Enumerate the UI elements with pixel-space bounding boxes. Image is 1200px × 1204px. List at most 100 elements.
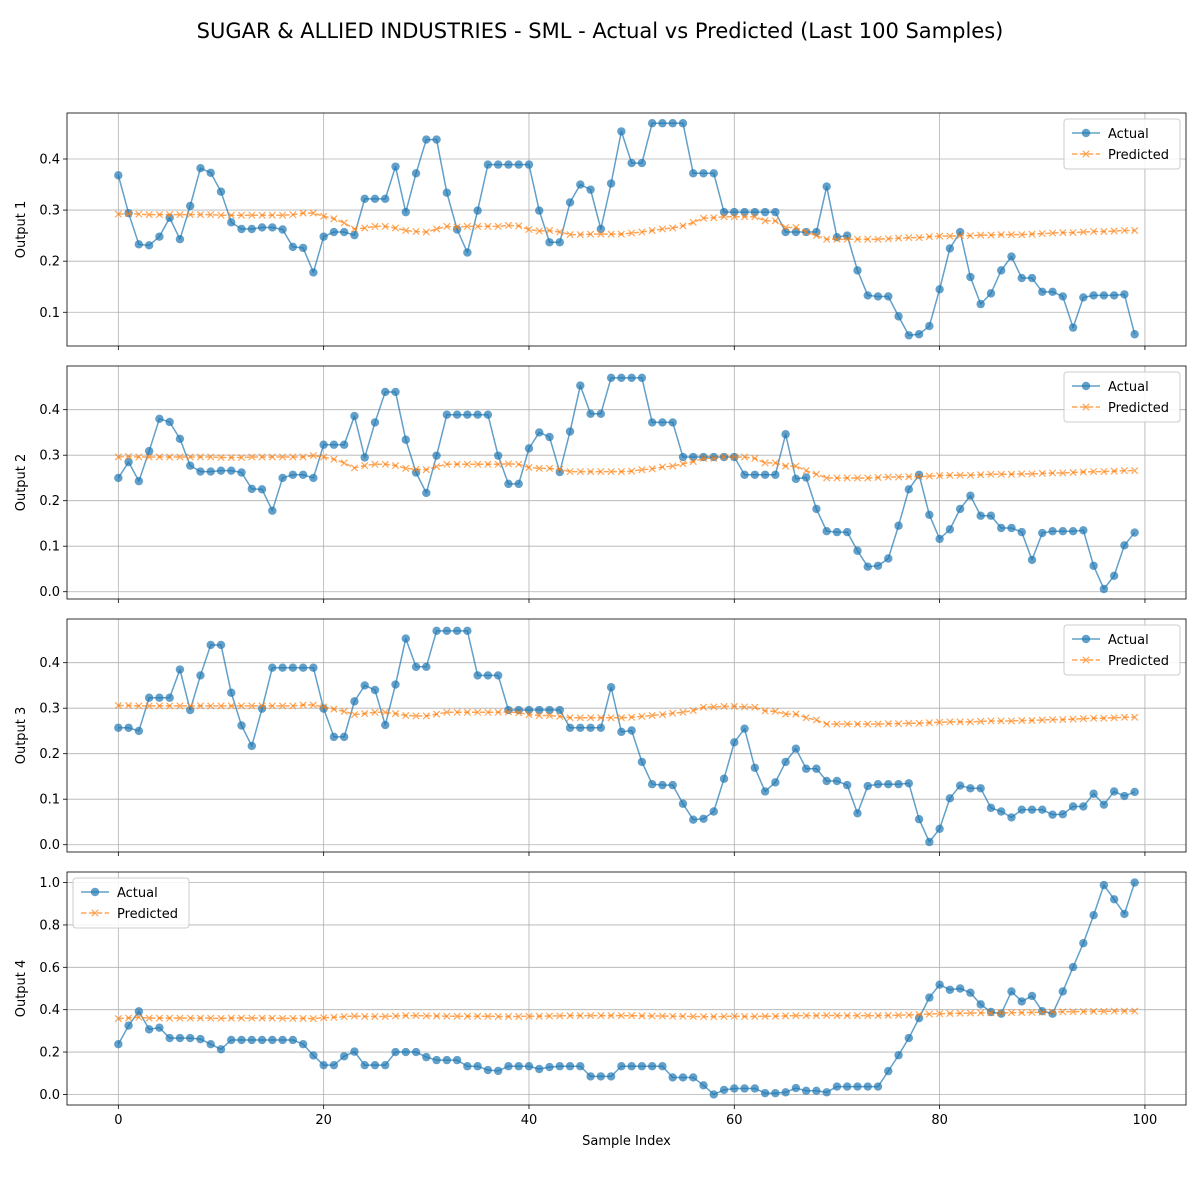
actual-point xyxy=(586,409,595,418)
predicted-point xyxy=(1079,715,1087,723)
predicted-point xyxy=(402,464,410,473)
actual-point xyxy=(319,232,328,241)
actual-point xyxy=(976,511,985,520)
actual-point xyxy=(504,705,513,715)
predicted-point xyxy=(812,232,821,240)
legend-box xyxy=(1063,624,1181,676)
predicted-point xyxy=(853,1011,862,1020)
predicted-point xyxy=(207,702,215,710)
predicted-point xyxy=(237,453,246,462)
y-tick-label: 0.2 xyxy=(39,747,60,762)
actual-point xyxy=(504,160,513,169)
predicted-point xyxy=(1110,467,1118,475)
predicted-point xyxy=(628,713,636,721)
actual-point xyxy=(432,135,441,144)
predicted-point xyxy=(658,1012,667,1020)
actual-point xyxy=(637,158,647,168)
predicted-point xyxy=(155,1014,164,1022)
actual-point xyxy=(986,511,996,520)
predicted-point xyxy=(114,210,122,218)
predicted-point xyxy=(566,714,574,722)
predicted-point xyxy=(278,702,287,710)
predicted-point xyxy=(699,454,708,463)
predicted-point xyxy=(556,712,564,721)
predicted-point xyxy=(196,1014,205,1022)
actual-point xyxy=(586,723,595,732)
predicted-point xyxy=(617,467,625,476)
predicted-point xyxy=(278,1014,287,1022)
predicted-point xyxy=(802,467,810,475)
actual-point xyxy=(976,299,985,309)
actual-point xyxy=(206,640,215,650)
predicted-point xyxy=(576,1011,584,1020)
predicted-point xyxy=(545,711,554,720)
actual-point xyxy=(884,779,893,789)
actual-point xyxy=(966,272,975,282)
predicted-point xyxy=(248,702,256,710)
actual-point xyxy=(124,723,133,732)
actual-point xyxy=(853,809,862,818)
predicted-point xyxy=(361,224,369,232)
predicted-point xyxy=(227,453,235,462)
predicted-point xyxy=(710,703,718,711)
actual-point xyxy=(689,1073,698,1082)
predicted-point xyxy=(135,702,143,710)
actual-point xyxy=(524,444,534,453)
actual-point xyxy=(309,1051,318,1060)
predicted-point xyxy=(987,717,995,725)
actual-point xyxy=(288,1035,298,1045)
predicted-point xyxy=(545,464,554,473)
predicted-point xyxy=(566,467,574,476)
actual-point xyxy=(514,1062,523,1071)
actual-point xyxy=(894,312,903,321)
predicted-point xyxy=(1079,228,1087,236)
actual-point xyxy=(442,410,452,419)
actual-point xyxy=(647,418,657,427)
predicted-point xyxy=(669,1012,677,1020)
predicted-point xyxy=(966,718,975,726)
actual-point xyxy=(1079,526,1088,535)
predicted-point xyxy=(864,720,872,728)
predicted-point xyxy=(361,1012,369,1021)
predicted-point xyxy=(1069,468,1077,477)
predicted-point xyxy=(535,1012,543,1020)
predicted-point xyxy=(658,710,667,719)
actual-point xyxy=(196,1034,205,1044)
predicted-point xyxy=(874,235,882,243)
predicted-point xyxy=(412,712,420,720)
predicted-point xyxy=(237,702,246,710)
actual-point xyxy=(278,473,287,483)
figure-title: SUGAR & ALLIED INDUSTRIES - SML - Actual… xyxy=(196,19,1004,43)
actual-point xyxy=(945,985,955,994)
predicted-point xyxy=(1007,230,1016,239)
predicted-point xyxy=(248,1014,256,1022)
actual-point xyxy=(206,168,215,177)
actual-point xyxy=(329,227,339,237)
predicted-point xyxy=(1120,226,1129,235)
predicted-point xyxy=(1048,715,1057,724)
actual-point xyxy=(1068,802,1078,811)
actual-point xyxy=(1058,810,1068,819)
predicted-point xyxy=(905,1011,913,1019)
predicted-point xyxy=(1028,716,1036,725)
predicted-point xyxy=(443,708,451,716)
predicted-point xyxy=(576,230,584,239)
predicted-point xyxy=(412,1011,420,1020)
actual-point xyxy=(873,561,883,570)
predicted-point xyxy=(1100,1007,1108,1016)
actual-point xyxy=(606,373,616,383)
y-tick-label: 0.3 xyxy=(39,702,60,717)
actual-point xyxy=(1027,555,1037,565)
actual-point xyxy=(853,1082,862,1091)
predicted-point xyxy=(689,1012,697,1021)
predicted-point xyxy=(823,474,831,482)
y-tick-label: 0.2 xyxy=(39,255,60,270)
actual-point xyxy=(227,1035,236,1045)
predicted-point xyxy=(248,211,256,219)
actual-point xyxy=(894,779,903,789)
predicted-point xyxy=(422,712,430,720)
predicted-point xyxy=(268,453,276,461)
actual-point xyxy=(1079,938,1088,948)
x-tick-label: 100 xyxy=(1133,1113,1158,1128)
